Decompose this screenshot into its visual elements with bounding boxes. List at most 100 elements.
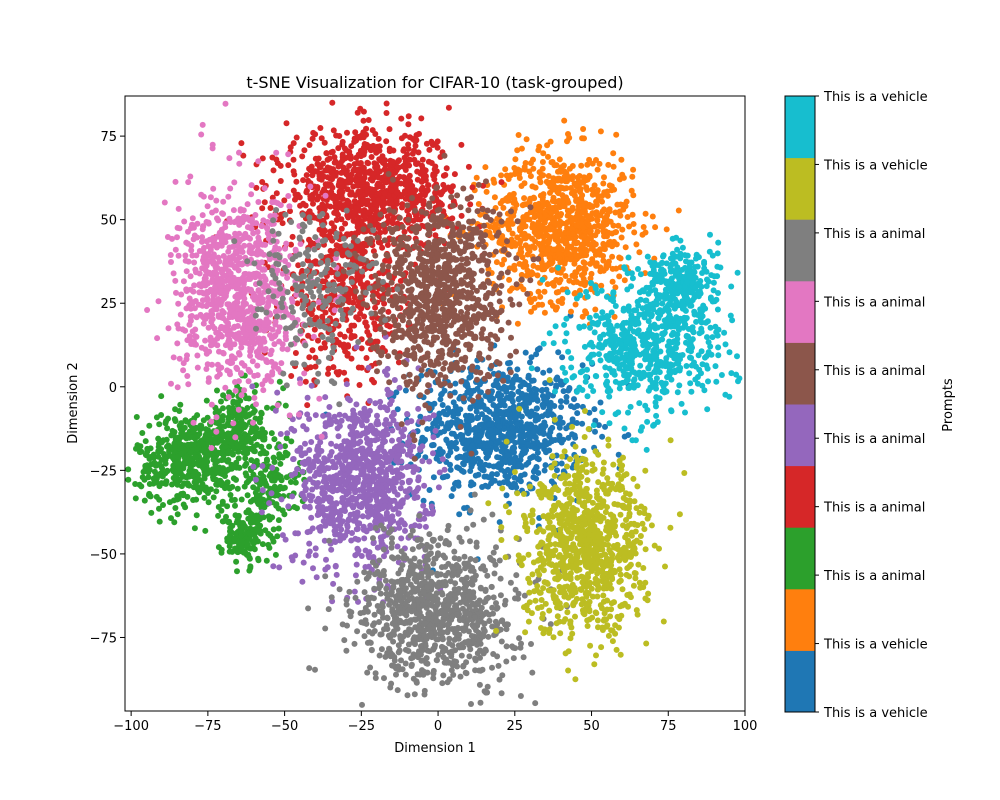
scatter-point [289, 493, 296, 500]
scatter-point [393, 443, 400, 450]
scatter-point [663, 226, 670, 233]
scatter-point [542, 380, 549, 387]
scatter-point [360, 164, 366, 171]
scatter-point [372, 338, 379, 345]
scatter-point [176, 408, 183, 414]
scatter-point [555, 349, 562, 356]
scatter-point [151, 468, 158, 475]
scatter-point [512, 373, 519, 380]
scatter-point [276, 564, 283, 571]
scatter-point [629, 173, 636, 180]
scatter-point [514, 366, 521, 373]
scatter-point [516, 225, 523, 232]
scatter-point [329, 99, 336, 106]
scatter-point [327, 505, 334, 511]
scatter-point [591, 182, 598, 189]
scatter-point [622, 203, 629, 210]
scatter-point [125, 476, 132, 483]
scatter-point [348, 143, 355, 150]
scatter-point [503, 492, 510, 499]
scatter-point [443, 165, 450, 172]
scatter-point [491, 194, 498, 201]
scatter-point [364, 188, 371, 195]
scatter-point [310, 462, 317, 469]
scatter-point [337, 180, 344, 186]
scatter-point [496, 423, 503, 430]
scatter-point [500, 204, 507, 211]
scatter-point [514, 147, 521, 154]
scatter-point [605, 208, 612, 215]
scatter-point [274, 533, 281, 540]
scatter-point [528, 354, 535, 361]
scatter-point [597, 264, 604, 271]
scatter-point [611, 186, 618, 193]
scatter-point [201, 475, 208, 482]
scatter-point [386, 148, 393, 155]
scatter-point [563, 398, 570, 405]
scatter-point [439, 402, 446, 408]
scatter-point [567, 256, 574, 263]
scatter-point [355, 302, 361, 309]
scatter-point [316, 499, 323, 506]
scatter-point [560, 388, 567, 395]
scatter-point [482, 164, 489, 171]
scatter-point [362, 527, 369, 534]
scatter-point [479, 466, 486, 473]
scatter-point [559, 295, 566, 302]
scatter-point [414, 176, 421, 183]
scatter-point [568, 308, 574, 315]
scatter-point [365, 446, 372, 453]
scatter-point [331, 224, 338, 231]
scatter-point [255, 557, 262, 564]
scatter-point [307, 193, 314, 200]
scatter-point [524, 425, 531, 432]
scatter-point [312, 453, 319, 460]
scatter-point [488, 480, 495, 487]
scatter-point [275, 505, 282, 512]
scatter-point [322, 344, 328, 351]
scatter-point [530, 429, 537, 436]
scatter-point [526, 168, 533, 175]
scatter-point [449, 183, 456, 190]
scatter-point [573, 198, 580, 204]
scatter-point [573, 252, 580, 259]
scatter-point [421, 482, 428, 489]
scatter-point [383, 459, 390, 466]
scatter-point [389, 437, 395, 444]
scatter-point [312, 545, 319, 552]
scatter-point [453, 439, 459, 446]
scatter-point [233, 476, 239, 483]
scatter-point [504, 452, 511, 459]
scatter-point [232, 502, 238, 509]
scatter-point [549, 424, 556, 431]
scatter-point [437, 396, 444, 403]
scatter-point [307, 497, 314, 504]
scatter-point [636, 249, 643, 256]
scatter-point [270, 454, 277, 461]
scatter-point [353, 154, 360, 161]
scatter-point [323, 556, 329, 563]
scatter-point [473, 404, 480, 410]
scatter-point [326, 494, 333, 501]
scatter-point [469, 184, 476, 191]
scatter-point [530, 221, 536, 228]
scatter-point [389, 217, 396, 223]
scatter-point [294, 447, 301, 454]
scatter-point [442, 172, 449, 178]
scatter-point [565, 131, 571, 137]
scatter-point [516, 175, 523, 181]
scatter-point [525, 459, 532, 466]
scatter-point [365, 463, 372, 470]
scatter-point [239, 524, 246, 531]
scatter-point [217, 437, 224, 444]
scatter-point [341, 438, 348, 445]
scatter-point [398, 429, 405, 436]
scatter-point [323, 150, 330, 157]
scatter-point [386, 503, 393, 509]
scatter-point [600, 227, 607, 234]
scatter-point [536, 345, 543, 352]
scatter-point [320, 412, 327, 419]
scatter-point [439, 456, 446, 463]
scatter-point [137, 443, 144, 450]
scatter-point [451, 389, 458, 396]
